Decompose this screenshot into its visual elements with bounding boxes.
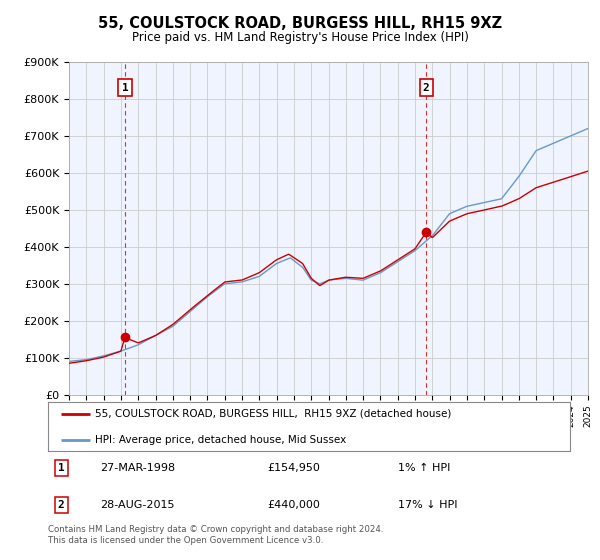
- Text: HPI: Average price, detached house, Mid Sussex: HPI: Average price, detached house, Mid …: [95, 435, 346, 445]
- Text: 1% ↑ HPI: 1% ↑ HPI: [398, 463, 450, 473]
- Text: £440,000: £440,000: [267, 500, 320, 510]
- Text: 1: 1: [58, 463, 64, 473]
- Text: 55, COULSTOCK ROAD, BURGESS HILL, RH15 9XZ: 55, COULSTOCK ROAD, BURGESS HILL, RH15 9…: [98, 16, 502, 31]
- Text: 1: 1: [122, 82, 128, 92]
- Text: 27-MAR-1998: 27-MAR-1998: [100, 463, 175, 473]
- Text: 17% ↓ HPI: 17% ↓ HPI: [398, 500, 457, 510]
- Text: £154,950: £154,950: [267, 463, 320, 473]
- Text: Contains HM Land Registry data © Crown copyright and database right 2024.
This d: Contains HM Land Registry data © Crown c…: [48, 525, 383, 545]
- Text: 2: 2: [58, 500, 64, 510]
- Text: 55, COULSTOCK ROAD, BURGESS HILL,  RH15 9XZ (detached house): 55, COULSTOCK ROAD, BURGESS HILL, RH15 9…: [95, 409, 451, 419]
- Text: 2: 2: [423, 82, 430, 92]
- Text: 28-AUG-2015: 28-AUG-2015: [100, 500, 175, 510]
- Text: Price paid vs. HM Land Registry's House Price Index (HPI): Price paid vs. HM Land Registry's House …: [131, 31, 469, 44]
